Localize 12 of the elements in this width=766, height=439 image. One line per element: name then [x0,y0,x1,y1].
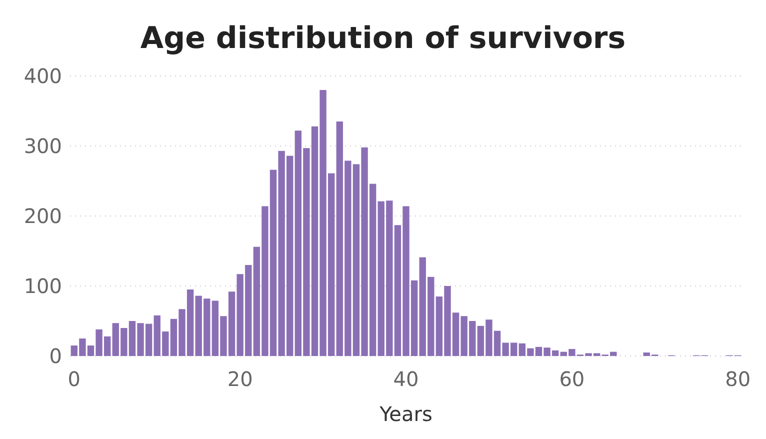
x-tick-label: 60 [559,367,585,391]
x-tick-label: 0 [68,367,81,391]
y-tick-label: 0 [49,344,62,368]
y-tick-label: 400 [24,64,62,88]
y-tick-label: 300 [24,134,62,158]
x-tick-label: 80 [725,367,751,391]
y-tick-label: 100 [24,274,62,298]
x-tick-label: 40 [393,367,419,391]
y-tick-label: 200 [24,204,62,228]
chart-title: Age distribution of survivors [140,21,626,56]
x-axis-title: Years [378,402,432,426]
x-tick-label: 20 [227,367,253,391]
